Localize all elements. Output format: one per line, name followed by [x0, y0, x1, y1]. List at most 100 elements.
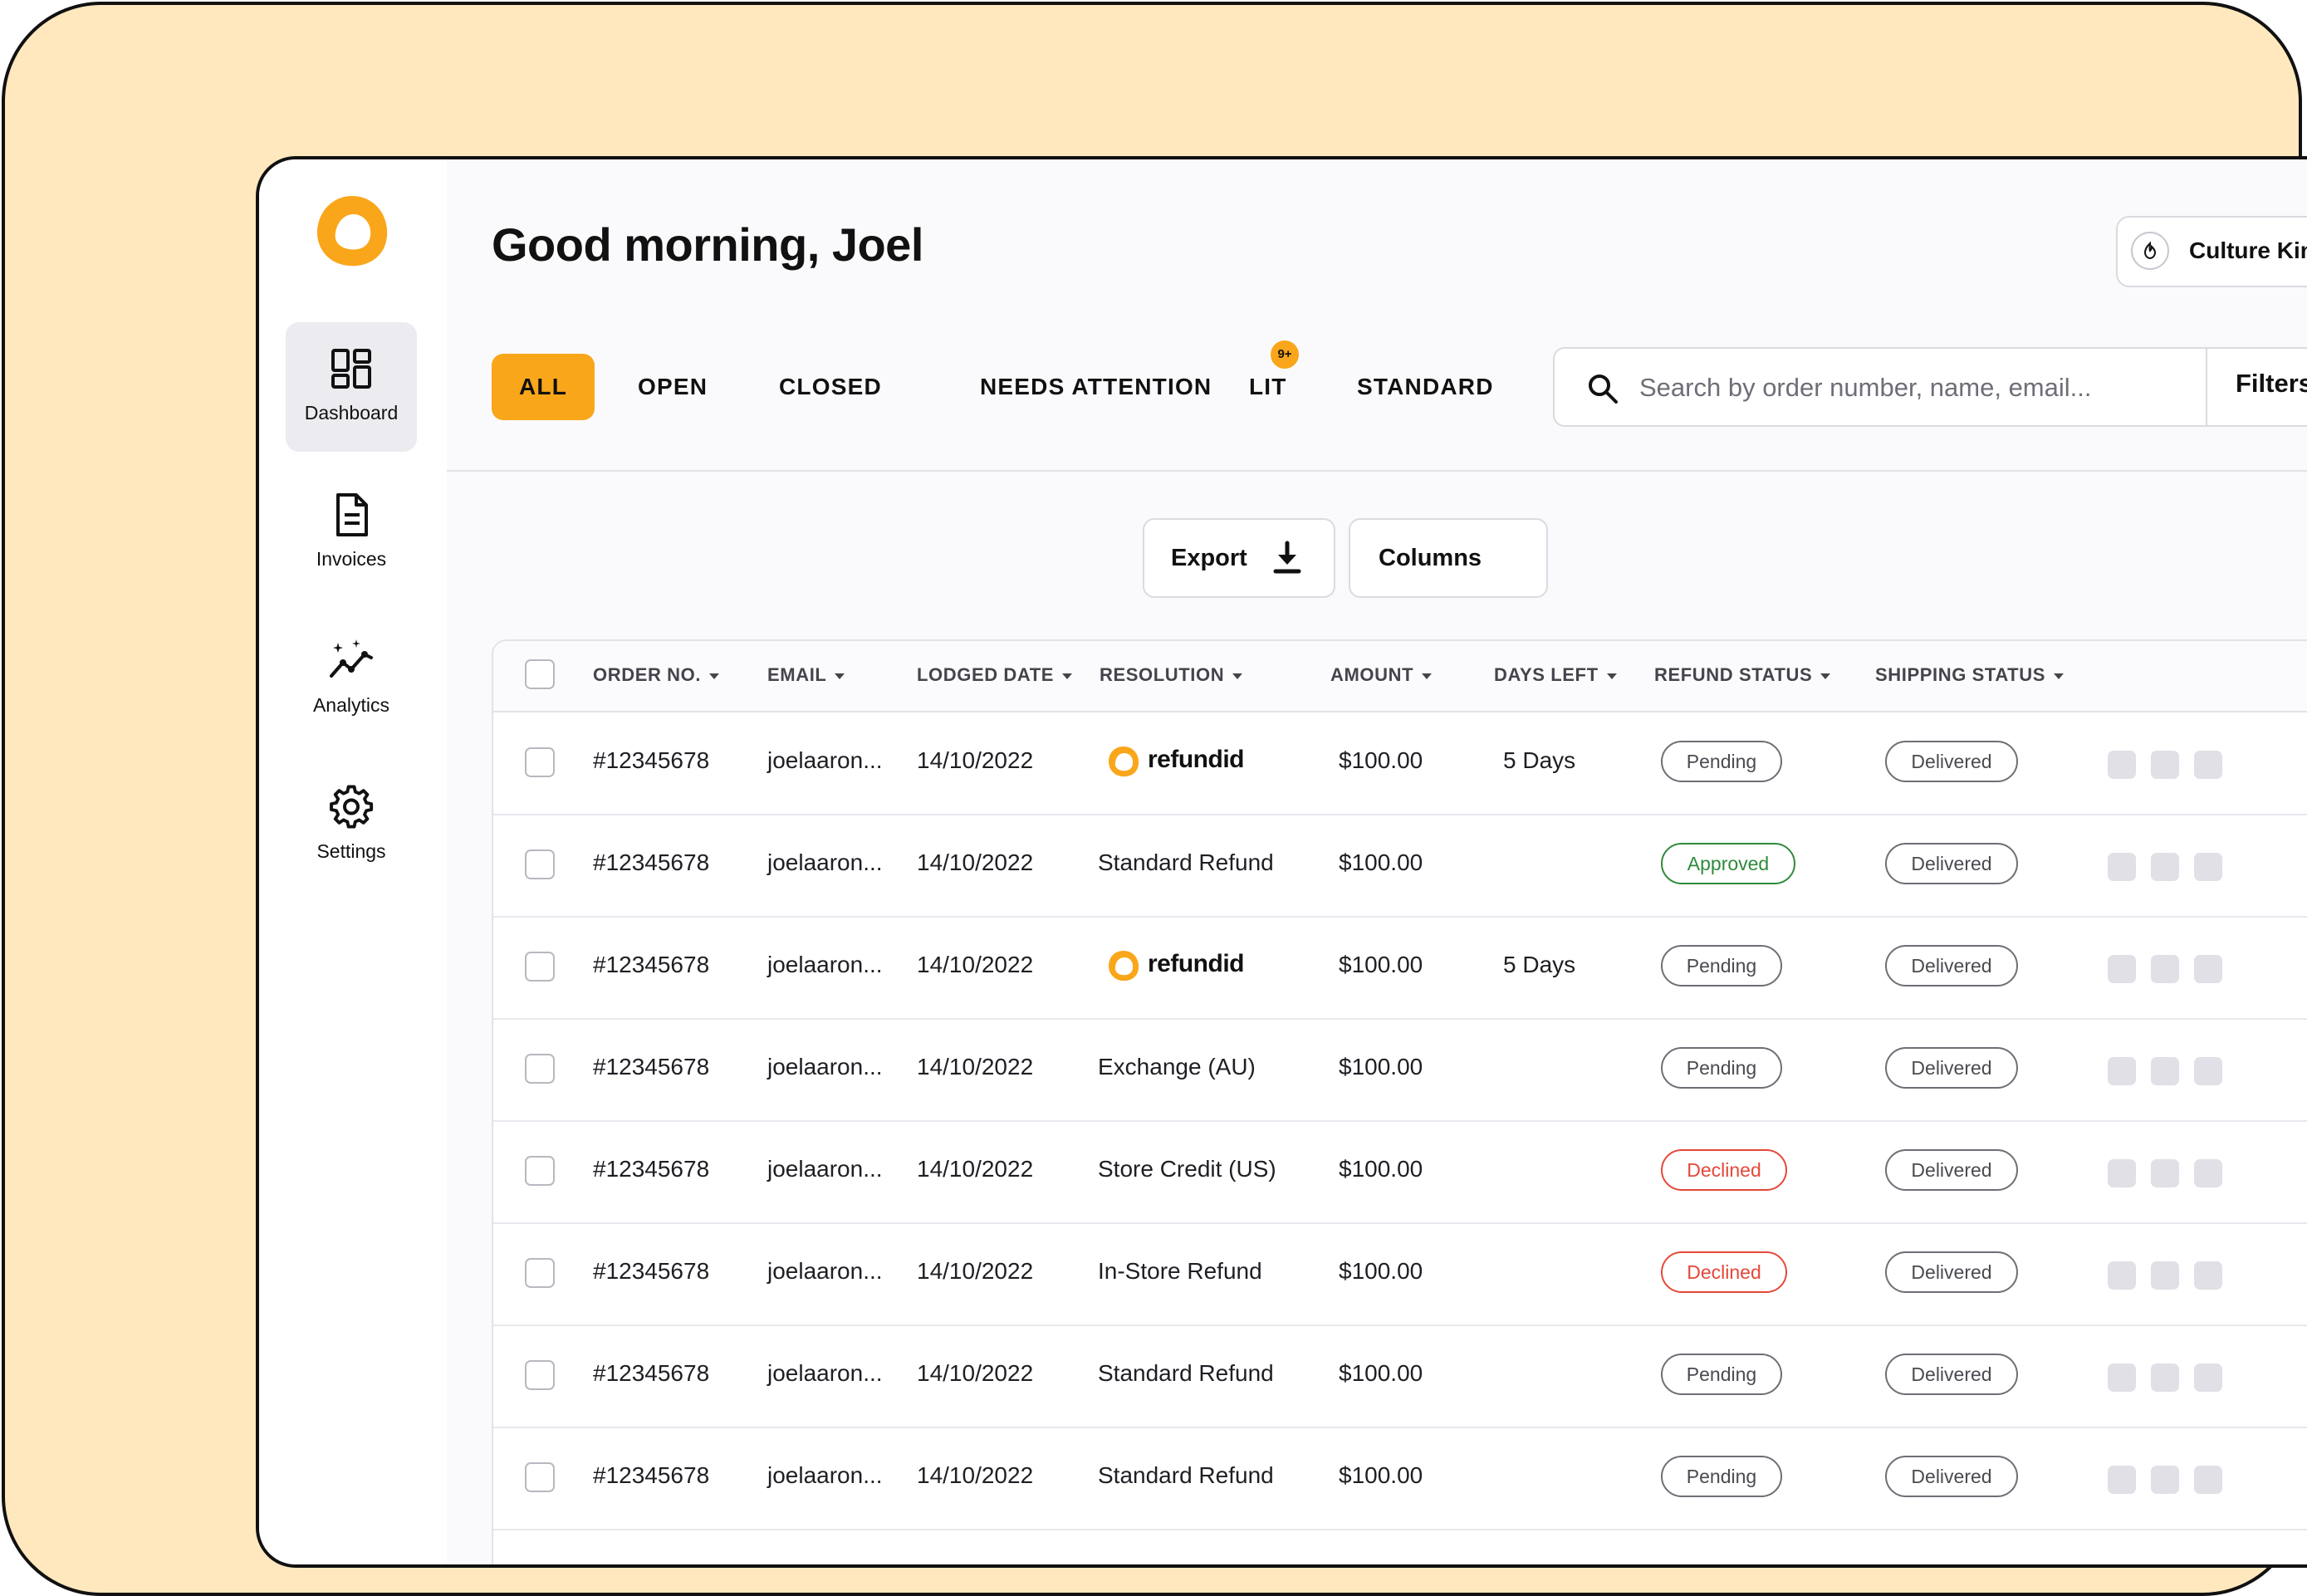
order-number[interactable]: #12345678 [593, 1462, 710, 1488]
row-action-button[interactable] [2151, 1057, 2179, 1085]
table-row[interactable]: #12345678 joelaaron... 14/10/2022 In-Store … [493, 1223, 2307, 1326]
lodged-date-cell: 14/10/2022 [917, 1054, 1034, 1080]
row-action-button[interactable] [2151, 955, 2179, 983]
row-action-button[interactable] [2108, 955, 2136, 983]
order-number[interactable]: #12345678 [593, 1258, 710, 1284]
resolution-text: Store Credit (US) [1098, 1156, 1276, 1182]
app-window: Dashboard Invoices Analytics [256, 156, 2307, 1568]
column-header-shipping-status[interactable]: SHIPPING STATUS [1875, 664, 2064, 686]
sidebar-item-settings[interactable]: Settings [286, 761, 417, 890]
refund-status-badge: Approved [1661, 843, 1795, 884]
resolution-text: refundid [1148, 746, 1245, 773]
order-number[interactable]: #12345678 [593, 1156, 710, 1182]
sidebar-item-label: Dashboard [304, 402, 399, 423]
row-checkbox[interactable] [525, 952, 555, 982]
sidebar-item-analytics[interactable]: Analytics [286, 614, 417, 744]
columns-button[interactable]: Columns [1349, 518, 1548, 598]
row-action-button[interactable] [2108, 853, 2136, 881]
row-action-button[interactable] [2194, 955, 2222, 983]
email-cell: joelaaron... [767, 952, 883, 977]
row-action-button[interactable] [2108, 1261, 2136, 1290]
table-row[interactable]: #12345678 joelaaron... 14/10/2022 refundid $… [493, 712, 2307, 815]
row-checkbox[interactable] [525, 747, 555, 777]
row-action-button[interactable] [2194, 853, 2222, 881]
row-action-button[interactable] [2151, 1159, 2179, 1187]
amount-cell: $100.00 [1339, 1462, 1423, 1488]
column-header-lodged-date[interactable]: LODGED DATE [917, 664, 1073, 686]
row-action-button[interactable] [2194, 1159, 2222, 1187]
sidebar-item-label: Analytics [312, 694, 390, 716]
sidebar-item-dashboard[interactable]: Dashboard [286, 322, 417, 452]
order-number[interactable]: #12345678 [593, 1360, 710, 1386]
row-checkbox[interactable] [525, 849, 555, 879]
shipping-status-badge: Delivered [1885, 1047, 2018, 1089]
row-checkbox[interactable] [525, 1258, 555, 1288]
row-checkbox[interactable] [525, 1054, 555, 1084]
lodged-date-cell: 14/10/2022 [917, 849, 1034, 875]
column-header-email[interactable]: EMAIL [767, 664, 845, 686]
order-number[interactable]: #12345678 [593, 1054, 710, 1080]
search-divider [2206, 349, 2207, 425]
amount-cell: $100.00 [1339, 1054, 1423, 1080]
column-header-resolution[interactable]: RESOLUTION [1100, 664, 1243, 686]
tab-needs-attention[interactable]: NEEDS ATTENTION [980, 374, 1212, 399]
refund-status-badge: Declined [1661, 1149, 1787, 1191]
filters-button[interactable]: Filters [2236, 369, 2307, 398]
refund-status-badge: Declined [1661, 1251, 1787, 1293]
row-action-button[interactable] [2194, 1363, 2222, 1392]
row-action-button[interactable] [2108, 751, 2136, 779]
row-action-button[interactable] [2194, 1261, 2222, 1290]
row-action-button[interactable] [2194, 751, 2222, 779]
sidebar-item-label: Settings [316, 840, 386, 862]
tab-all[interactable]: ALL [492, 354, 595, 420]
column-header-order[interactable]: ORDER NO. [593, 664, 720, 686]
tab-lit[interactable]: LIT [1249, 374, 1287, 399]
row-action-button[interactable] [2108, 1466, 2136, 1494]
table-row[interactable]: #12345678 joelaaron... 14/10/2022 Store Cre… [493, 1121, 2307, 1224]
row-action-button[interactable] [2108, 1363, 2136, 1392]
tab-open[interactable]: OPEN [638, 374, 708, 399]
row-action-button[interactable] [2108, 1159, 2136, 1187]
row-checkbox[interactable] [525, 1360, 555, 1390]
table-row[interactable]: #12345678 joelaaron... 14/10/2022 Standard … [493, 1427, 2307, 1530]
lodged-date-cell: 14/10/2022 [917, 747, 1034, 773]
table-row[interactable]: #12345678 joelaaron... 14/10/2022 Standard … [493, 1325, 2307, 1428]
order-number[interactable]: #12345678 [593, 849, 710, 875]
table-row[interactable]: #12345678 joelaaron... 14/10/2022 Exchange … [493, 1019, 2307, 1122]
lodged-date-cell: 14/10/2022 [917, 1462, 1034, 1488]
row-action-button[interactable] [2194, 1466, 2222, 1494]
email-cell: joelaaron... [767, 1462, 883, 1488]
column-header-refund-status[interactable]: REFUND STATUS [1654, 664, 1831, 686]
order-number[interactable]: #12345678 [593, 952, 710, 977]
row-checkbox[interactable] [525, 1156, 555, 1186]
row-action-button[interactable] [2151, 1363, 2179, 1392]
row-action-button[interactable] [2108, 1057, 2136, 1085]
row-checkbox[interactable] [525, 1462, 555, 1492]
amount-cell: $100.00 [1339, 1156, 1423, 1182]
resolution-text: refundid [1148, 950, 1245, 977]
page-title: Good morning, Joel [492, 218, 923, 271]
row-action-button[interactable] [2151, 751, 2179, 779]
sidebar-item-invoices[interactable]: Invoices [286, 468, 417, 598]
row-action-button[interactable] [2151, 853, 2179, 881]
orders-table: ORDER NO. EMAIL LODGED DATE RESOLUTION A… [492, 639, 2307, 1564]
row-action-button[interactable] [2151, 1261, 2179, 1290]
tab-standard[interactable]: STANDARD [1357, 374, 1494, 399]
sidebar-item-label: Invoices [316, 548, 387, 570]
store-switcher-button[interactable]: Culture Kin [2116, 216, 2307, 287]
order-number[interactable]: #12345678 [593, 747, 710, 773]
table-row[interactable]: #12345678 joelaaron... 14/10/2022 refundid $… [493, 917, 2307, 1020]
table-row[interactable]: #12345678 joelaaron... 14/10/2022 Standard … [493, 815, 2307, 918]
column-header-amount[interactable]: AMOUNT [1330, 664, 1433, 686]
export-button[interactable]: Export [1143, 518, 1335, 598]
row-action-button[interactable] [2194, 1057, 2222, 1085]
amount-cell: $100.00 [1339, 747, 1423, 773]
dashboard-icon [331, 349, 371, 389]
row-action-button[interactable] [2151, 1466, 2179, 1494]
column-header-days-left[interactable]: DAYS LEFT [1494, 664, 1617, 686]
tab-closed[interactable]: CLOSED [779, 374, 882, 399]
shipping-status-badge: Delivered [1885, 1251, 2018, 1293]
search-input[interactable] [1638, 364, 2189, 412]
select-all-checkbox[interactable] [525, 659, 555, 689]
email-cell: joelaaron... [767, 1156, 883, 1182]
